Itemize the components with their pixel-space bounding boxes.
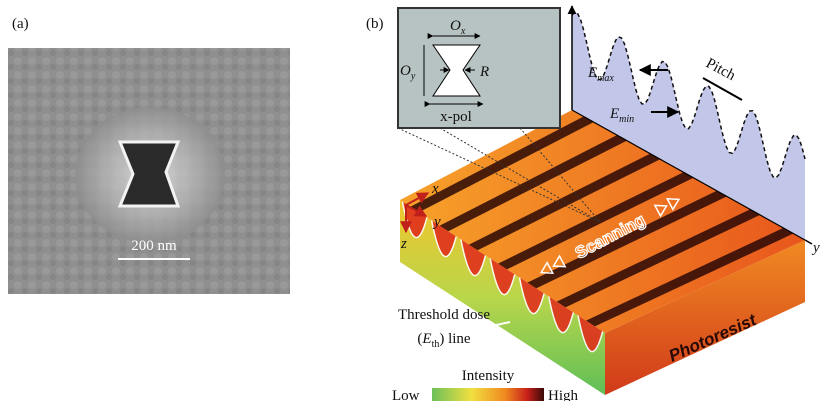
symbol: E xyxy=(587,65,597,81)
scale-bar-label: 200 nm xyxy=(131,238,177,254)
colorbar-high: High xyxy=(548,388,579,401)
colorbar xyxy=(432,388,544,401)
symbol: O xyxy=(400,63,411,79)
colorbar-title: Intensity xyxy=(462,368,515,384)
r-label: R xyxy=(479,64,489,80)
y-label: y xyxy=(432,214,441,230)
symbol: E xyxy=(421,331,431,347)
far-y-axis xyxy=(805,240,812,244)
subscript: x xyxy=(460,26,466,37)
far-y-label: y xyxy=(811,240,820,256)
suffix: ) line xyxy=(439,331,471,347)
subscript: y xyxy=(410,71,416,82)
threshold-line1: Threshold dose xyxy=(398,307,490,323)
colorbar-low: Low xyxy=(392,388,420,401)
figure: (a) 200 nm (b) Dose y Emax Emin Pitch Ox… xyxy=(0,0,821,401)
symbol: O xyxy=(450,18,461,34)
subscript: max xyxy=(597,73,614,84)
subscript: min xyxy=(619,114,634,125)
x-label: x xyxy=(431,181,439,197)
polarization-label: x-pol xyxy=(440,109,472,125)
panel-label: (b) xyxy=(366,16,384,32)
panel-label: (a) xyxy=(12,16,29,32)
threshold-line2: (Eth) line xyxy=(417,331,471,350)
subscript: th xyxy=(432,339,440,350)
z-label: z xyxy=(400,236,407,252)
symbol: E xyxy=(609,106,619,122)
inset xyxy=(398,8,560,128)
